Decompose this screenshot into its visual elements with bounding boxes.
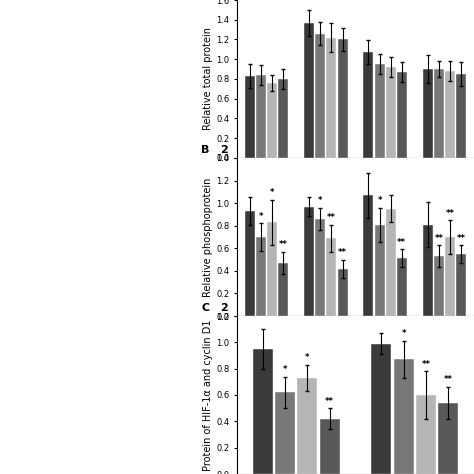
Bar [297,378,318,474]
Bar [416,395,436,474]
Y-axis label: Relative total protein: Relative total protein [203,27,213,130]
Bar [337,269,347,316]
Bar [434,256,444,316]
Bar [445,71,455,158]
Bar [304,207,314,316]
Bar [315,34,325,158]
Bar [423,69,433,158]
Y-axis label: Protein of HIF-1α and cyclin D1: Protein of HIF-1α and cyclin D1 [203,319,213,471]
Bar [364,195,374,316]
Bar [327,238,337,316]
Text: *: * [377,196,382,205]
Bar [278,79,288,158]
Bar [337,39,347,158]
Bar [364,52,374,158]
Text: *: * [305,353,310,362]
Bar [278,263,288,316]
Text: **: ** [421,360,430,369]
Text: **: ** [279,240,288,249]
Bar [327,37,337,158]
Text: *: * [283,365,287,374]
Bar [253,349,273,474]
Bar [267,222,277,316]
Bar [386,67,396,158]
Bar [245,76,255,158]
Text: *: * [401,329,406,338]
Text: *: * [270,189,274,198]
Bar [372,344,392,474]
Text: 2: 2 [220,303,228,313]
Bar [319,419,339,474]
Bar [245,211,255,316]
Bar [374,225,384,316]
Bar [434,69,444,158]
Bar [374,64,384,158]
Bar [267,83,277,158]
Text: *: * [318,196,323,205]
Text: **: ** [325,397,334,406]
Bar [397,72,407,158]
Text: C: C [201,303,210,313]
Bar [456,74,466,158]
Text: 2: 2 [220,145,228,155]
Bar [456,254,466,316]
Text: **: ** [446,209,455,218]
Text: **: ** [327,213,336,222]
Bar [256,75,266,158]
Text: **: ** [397,238,406,247]
Bar [256,237,266,316]
Text: **: ** [338,248,347,257]
Bar [423,225,433,316]
Text: **: ** [456,234,465,243]
Bar [397,258,407,316]
Bar [393,359,414,474]
Bar [445,237,455,316]
Bar [315,219,325,316]
Text: B: B [201,145,210,155]
Bar [438,403,458,474]
Text: *: * [259,212,264,221]
Y-axis label: Relative phosphoprotein: Relative phosphoprotein [203,177,213,297]
Bar [275,392,295,474]
Bar [304,23,314,158]
Text: **: ** [434,234,443,243]
Text: **: ** [444,375,453,384]
Bar [386,209,396,316]
